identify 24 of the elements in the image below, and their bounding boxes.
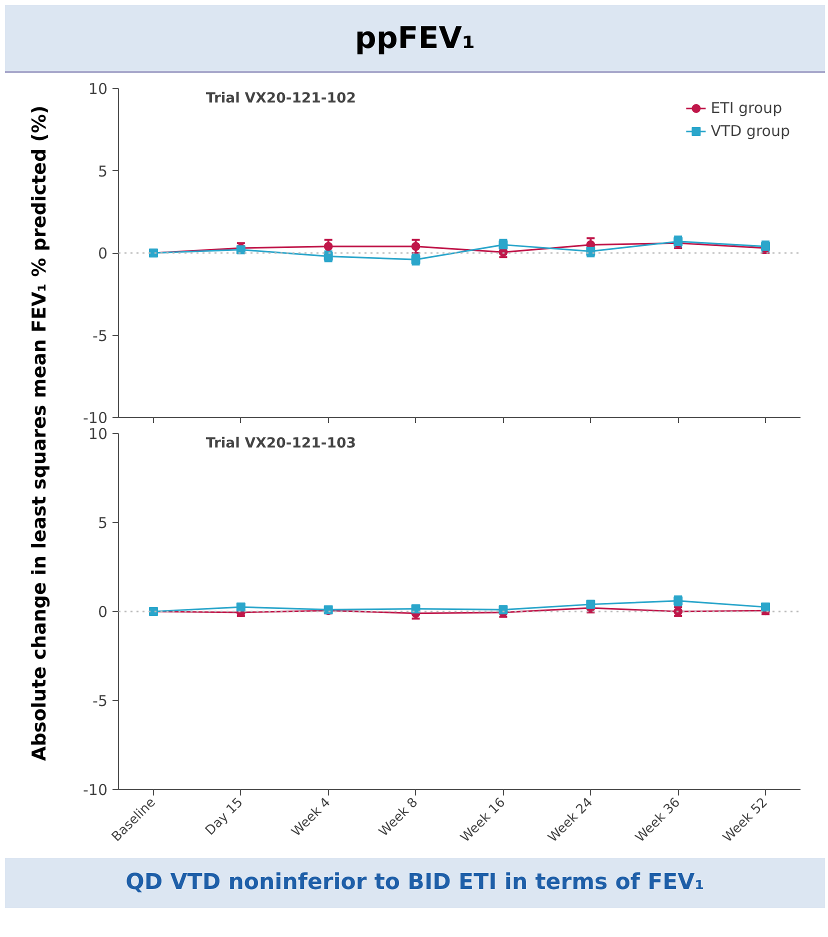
y-tick-label: -10 [83, 409, 108, 427]
point [411, 604, 420, 614]
y-axis-title: Absolute change in least squares mean FEV₁ % predicted (%) [27, 105, 52, 761]
y-tick-label: -10 [83, 781, 108, 799]
point [324, 242, 333, 251]
x-tick-label: Day 15 [202, 795, 246, 839]
y-tick-label: -5 [92, 326, 108, 345]
point [761, 602, 770, 612]
y-tick-label: 5 [98, 514, 108, 532]
y-tick-label: 10 [88, 80, 108, 98]
y-tick-label: 0 [98, 244, 108, 262]
point [586, 600, 596, 609]
legend-label: ETI group [710, 99, 782, 117]
y-tick-label: 10 [88, 425, 108, 443]
chart-subtitle: Trial VX20-121-103 [206, 436, 356, 452]
text: QD VTD noninferior to BID ETI in terms of FEV₁ [126, 869, 704, 897]
y-tick-label: 5 [98, 162, 108, 180]
y-tick-label: 0 [98, 603, 108, 621]
chart-subtitle: Trial VX20-121-102 [206, 90, 356, 106]
point [411, 242, 420, 251]
y-tick-label: -5 [92, 692, 108, 710]
point [236, 602, 246, 612]
legend-label: VTD group [710, 122, 790, 140]
chart-title: ppFEV₁ [354, 20, 476, 58]
